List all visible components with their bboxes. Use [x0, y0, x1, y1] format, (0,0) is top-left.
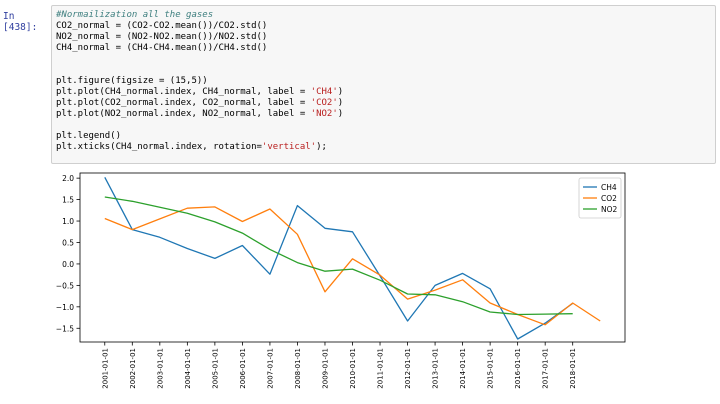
- code-token: ): [337, 87, 344, 97]
- code-token: CO2_normal = (CO2-CO2.mean())/CO2.std(): [56, 21, 268, 31]
- code-line: plt.plot(NO2_normal.index, NO2_normal, l…: [56, 109, 343, 120]
- code-line: [56, 54, 343, 65]
- code-line: #Normailization all the gases: [56, 10, 343, 21]
- x-tick-label: 2005-01-01: [211, 348, 219, 389]
- code-token: plt.xticks(CH4_normal.index, rotation=: [56, 142, 262, 152]
- y-tick-label: 1.0: [62, 217, 74, 226]
- code-token: 'vertical': [261, 142, 317, 152]
- x-tick-label: 2004-01-01: [184, 348, 192, 389]
- x-tick-label: 2010-01-01: [349, 348, 357, 389]
- code-editor[interactable]: #Normailization all the gases CO2_normal …: [51, 5, 716, 164]
- x-tick-label: 2015-01-01: [487, 348, 495, 389]
- y-tick-label: 0.0: [62, 260, 74, 269]
- code-line: CO2_normal = (CO2-CO2.mean())/CO2.std(): [56, 21, 343, 32]
- code-line: [56, 65, 343, 76]
- y-tick-label: 1.5: [62, 196, 74, 205]
- code-line: plt.figure(figsize = (15,5)): [56, 76, 343, 87]
- x-tick-label: 2008-01-01: [294, 348, 302, 389]
- code-line: NO2_normal = (NO2-NO2.mean())/NO2.std(): [56, 32, 343, 43]
- x-tick-label: 2002-01-01: [129, 348, 137, 389]
- series-line-ch4: [104, 176, 574, 340]
- cell-output: 2.0 1.5 1.0 0.5 0.0 −0.5 −1.0 −1.5 2001-01-01 200…: [51, 170, 716, 400]
- x-tick-label: 2003-01-01: [156, 348, 164, 389]
- code-token: plt.figure(figsize = (15,5)): [56, 76, 208, 86]
- legend-label-ch4: CH4: [601, 183, 617, 192]
- x-tick-label: 2009-01-01: [321, 348, 329, 389]
- code-line: CH4_normal = (CH4-CH4.mean())/CH4.std(): [56, 43, 343, 54]
- code-token: );: [316, 142, 327, 152]
- line-chart: 2.0 1.5 1.0 0.5 0.0 −0.5 −1.0 −1.5 2001-01-01 200…: [56, 172, 626, 389]
- x-tick-label: 2017-01-01: [542, 348, 550, 389]
- code-token: plt.plot(CO2_normal.index, CO2_normal, l…: [56, 98, 311, 108]
- code-token: ): [337, 109, 344, 119]
- y-tick-label: 0.5: [62, 238, 74, 247]
- code-line: plt.plot(CO2_normal.index, CO2_normal, l…: [56, 98, 343, 109]
- x-tick-label: 2006-01-01: [239, 348, 247, 389]
- y-tick-label: 2.0: [62, 174, 74, 183]
- x-tick-label: 2012-01-01: [404, 348, 412, 389]
- legend-label-no2: NO2: [601, 205, 618, 214]
- code-token: plt.plot(NO2_normal.index, NO2_normal, l…: [56, 109, 311, 119]
- y-tick-label: −1.5: [56, 324, 74, 333]
- y-tick-label: −0.5: [56, 281, 74, 290]
- x-tick-label: 2001-01-01: [101, 348, 109, 389]
- code-token: 'CH4': [310, 87, 338, 97]
- code-line: plt.plot(CH4_normal.index, CH4_normal, l…: [56, 87, 343, 98]
- x-tick-label: 2013-01-01: [432, 348, 440, 389]
- code-token: plt.legend(): [56, 131, 122, 141]
- code-token: plt.plot(CH4_normal.index, CH4_normal, l…: [56, 87, 311, 97]
- series-line-no2: [104, 196, 573, 316]
- x-tick-label: 2011-01-01: [377, 348, 385, 389]
- input-prompt: In [438]:: [3, 11, 38, 33]
- code-line: [56, 120, 343, 131]
- code-token: ): [337, 98, 344, 108]
- x-tick-label: 2018-01-01: [569, 348, 577, 389]
- code-token: CH4_normal = (CH4-CH4.mean())/CH4.std(): [56, 43, 268, 53]
- x-tick-label: 2016-01-01: [514, 348, 522, 389]
- code-line: plt.legend(): [56, 131, 343, 142]
- code-token: #Normailization all the gases: [56, 10, 214, 20]
- code-token: 'CO2': [310, 98, 338, 108]
- code-token: NO2_normal = (NO2-NO2.mean())/NO2.std(): [56, 32, 268, 42]
- legend-label-co2: CO2: [601, 194, 617, 203]
- legend-box: [578, 177, 622, 219]
- y-tick-label: −1.0: [56, 303, 74, 312]
- plot-area: [79, 172, 626, 343]
- x-tick-label: 2007-01-01: [266, 348, 274, 389]
- code-token: 'NO2': [310, 109, 338, 119]
- code-line: plt.xticks(CH4_normal.index, rotation='v…: [56, 142, 343, 153]
- code-text[interactable]: #Normailization all the gases CO2_normal …: [56, 10, 343, 153]
- x-tick-label: 2014-01-01: [459, 348, 467, 389]
